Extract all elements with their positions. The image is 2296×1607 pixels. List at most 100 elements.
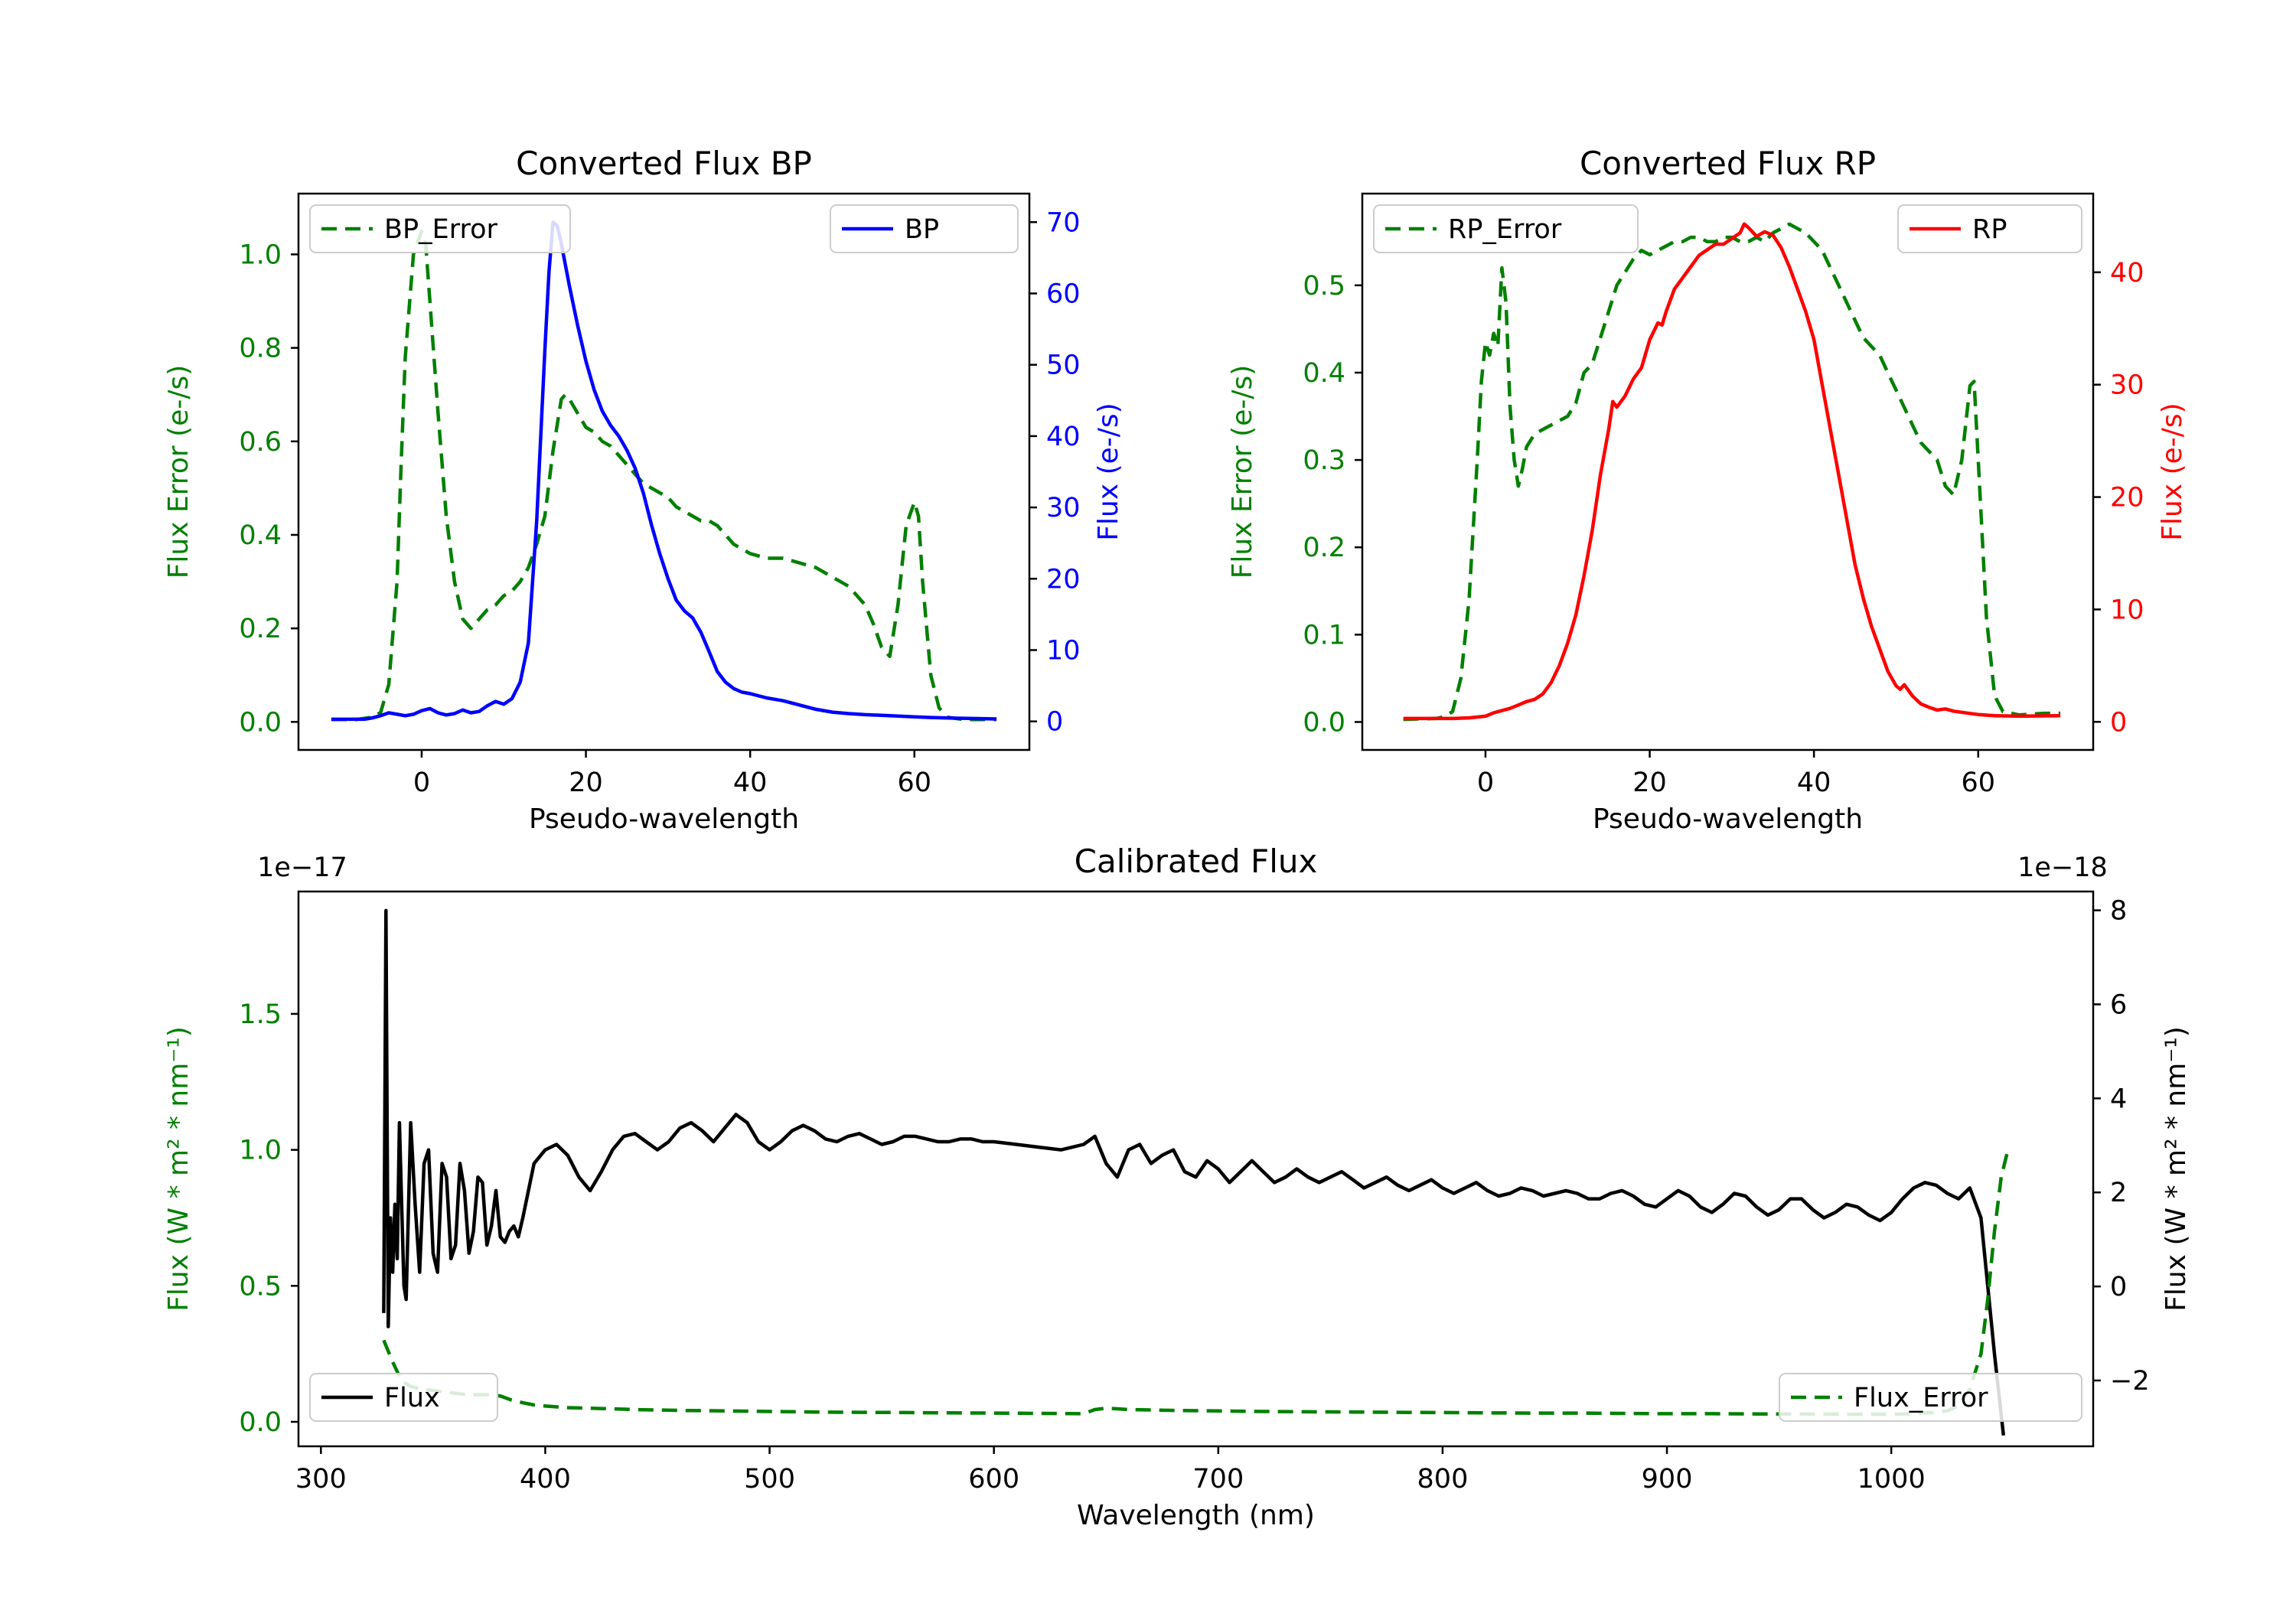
legend-RP: RP bbox=[1897, 204, 2082, 253]
left-tick-label: 0.5 bbox=[1303, 271, 1345, 302]
left-tick-label: 1.0 bbox=[239, 240, 282, 270]
x-tick-label: 60 bbox=[898, 768, 932, 798]
x-tick-label: 20 bbox=[1632, 768, 1667, 798]
legend-box bbox=[309, 1373, 498, 1422]
chart-calibrated: 300 400 500 600 700 800 900 1000 Wavelength (nm)… bbox=[163, 843, 2192, 1531]
right-tick-label: 0 bbox=[2110, 707, 2127, 738]
left-axis-label: Flux Error (e-/s) bbox=[163, 365, 194, 579]
right-tick-label: 10 bbox=[2110, 595, 2144, 625]
x-tick-label: 1000 bbox=[1857, 1464, 1926, 1495]
legend-Flux: Flux bbox=[309, 1373, 498, 1422]
right-tick-label: 10 bbox=[1046, 636, 1081, 667]
series-RP_Error bbox=[1403, 222, 2061, 722]
x-axis: 0 20 40 60 Pseudo-wavelength bbox=[1477, 750, 1995, 835]
right-y-axis: −2 0 2 4 6 8 Flux (W * m² * nm⁻¹) 1e−18 bbox=[2017, 852, 2192, 1397]
x-axis-label: Wavelength (nm) bbox=[1077, 1500, 1315, 1531]
legend-box bbox=[309, 204, 571, 253]
left-tick-label: 0.0 bbox=[239, 707, 282, 738]
axes-frame bbox=[1361, 192, 2095, 751]
left-tick-label: 0.4 bbox=[239, 520, 282, 551]
right-axis-label: Flux (e-/s) bbox=[1093, 403, 1124, 540]
right-tick-label: 50 bbox=[1046, 350, 1081, 381]
legend-box bbox=[1373, 204, 1639, 253]
legend-BP_Error: BP_Error bbox=[309, 204, 571, 253]
left-tick-label: 0.4 bbox=[1303, 358, 1345, 389]
left-tick-label: 1.0 bbox=[239, 1136, 282, 1166]
x-tick-label: 300 bbox=[295, 1464, 347, 1495]
right-tick-label: 20 bbox=[1046, 564, 1081, 595]
chart-rp: 0 20 40 60Pseudo-wavelength0.00.10.20.30.40… bbox=[1227, 145, 2188, 835]
x-tick-label: 0 bbox=[413, 768, 430, 798]
x-tick-label: 40 bbox=[733, 768, 768, 798]
left-tick-label: 0.6 bbox=[239, 427, 282, 458]
right-tick-label: 8 bbox=[2110, 896, 2127, 927]
axes-frame bbox=[297, 890, 2095, 1448]
x-axis-label: Pseudo-wavelength bbox=[529, 804, 799, 835]
right-tick-label: 0 bbox=[2110, 1272, 2127, 1302]
x-tick-label: 60 bbox=[1962, 768, 1996, 798]
right-axis-label: Flux (e-/s) bbox=[2157, 403, 2188, 540]
legend-label: Flux_Error bbox=[1854, 1383, 1988, 1413]
x-tick-label: 900 bbox=[1642, 1464, 1693, 1495]
left-tick-label: 1.5 bbox=[239, 999, 282, 1030]
right-y-axis: 0 10 20 30 40 Flux (e-/s) bbox=[2093, 258, 2188, 738]
left-offset-text: 1e−17 bbox=[257, 852, 347, 883]
x-tick-label: 40 bbox=[1797, 768, 1831, 798]
chart-title: Converted Flux RP bbox=[1580, 145, 1876, 182]
left-y-axis: 0.0 0.5 1.0 1.5 Flux (W * m² * nm⁻¹) 1e−17 bbox=[163, 852, 347, 1438]
right-tick-label: 70 bbox=[1046, 207, 1081, 238]
right-y-axis: 0 10 20 30 40 50 60 70 Flux (e-/s) bbox=[1029, 207, 1124, 738]
legend-label: BP_Error bbox=[384, 214, 498, 245]
x-tick-label: 0 bbox=[1477, 768, 1494, 798]
left-axis-label: Flux (W * m² * nm⁻¹) bbox=[163, 1026, 194, 1312]
left-y-axis: 0.0 0.1 0.2 0.3 0.4 0.5 Flux Error (e-/s) bbox=[1227, 271, 1362, 738]
series-BP bbox=[331, 220, 997, 722]
left-tick-label: 0.1 bbox=[1303, 620, 1345, 650]
right-tick-label: 0 bbox=[1046, 707, 1063, 738]
chart-title: Calibrated Flux bbox=[1075, 843, 1318, 880]
legend-label: RP bbox=[1972, 214, 2007, 245]
right-tick-label: 30 bbox=[1046, 493, 1081, 523]
left-y-axis: 0.0 0.2 0.4 0.6 0.8 1.0 Flux Error (e-/s) bbox=[163, 240, 298, 738]
x-tick-label: 400 bbox=[520, 1464, 571, 1495]
right-tick-label: 2 bbox=[2110, 1178, 2127, 1208]
legend-label: Flux bbox=[384, 1383, 440, 1413]
left-tick-label: 0.2 bbox=[1303, 533, 1345, 563]
right-axis-label: Flux (W * m² * nm⁻¹) bbox=[2161, 1026, 2192, 1312]
left-tick-label: 0.8 bbox=[239, 334, 282, 364]
chart-title: Converted Flux BP bbox=[516, 145, 812, 182]
x-tick-label: 20 bbox=[569, 768, 603, 798]
x-axis: 0 20 40 60 Pseudo-wavelength bbox=[413, 750, 931, 835]
chart-bp: 0 20 40 60 Pseudo-wavelength 0.0 0.2 0.4 0.6 0.8 1… bbox=[163, 145, 1124, 835]
legend-Flux_Error: Flux_Error bbox=[1779, 1373, 2082, 1422]
right-tick-label: 20 bbox=[2110, 483, 2144, 513]
left-tick-label: 0.3 bbox=[1303, 445, 1345, 476]
right-tick-label: −2 bbox=[2110, 1366, 2150, 1397]
legend-box bbox=[1779, 1373, 2082, 1422]
x-tick-label: 700 bbox=[1192, 1464, 1244, 1495]
left-tick-label: 0.2 bbox=[239, 614, 282, 644]
right-offset-text: 1e−18 bbox=[2017, 852, 2108, 883]
right-tick-label: 4 bbox=[2110, 1084, 2127, 1114]
legend-label: RP_Error bbox=[1448, 214, 1562, 245]
left-axis-label: Flux Error (e-/s) bbox=[1227, 365, 1258, 579]
legend-label: BP bbox=[905, 214, 939, 245]
right-tick-label: 40 bbox=[2110, 258, 2144, 288]
right-tick-label: 60 bbox=[1046, 279, 1081, 309]
legend-box bbox=[1897, 204, 2082, 253]
right-tick-label: 40 bbox=[1046, 422, 1081, 452]
legend-RP_Error: RP_Error bbox=[1373, 204, 1639, 253]
x-axis: 300 400 500 600 700 800 900 1000 Wavelength (nm) bbox=[295, 1446, 1926, 1531]
x-tick-label: 800 bbox=[1417, 1464, 1469, 1495]
series-RP bbox=[1403, 222, 2061, 721]
series-Flux bbox=[382, 908, 2006, 1436]
x-axis-label: Pseudo-wavelength bbox=[1593, 804, 1863, 835]
left-tick-label: 0.0 bbox=[1303, 707, 1345, 738]
left-tick-label: 0.5 bbox=[239, 1271, 282, 1302]
series-BP_Error bbox=[331, 229, 997, 722]
right-tick-label: 30 bbox=[2110, 370, 2144, 401]
legend-box bbox=[830, 204, 1019, 253]
